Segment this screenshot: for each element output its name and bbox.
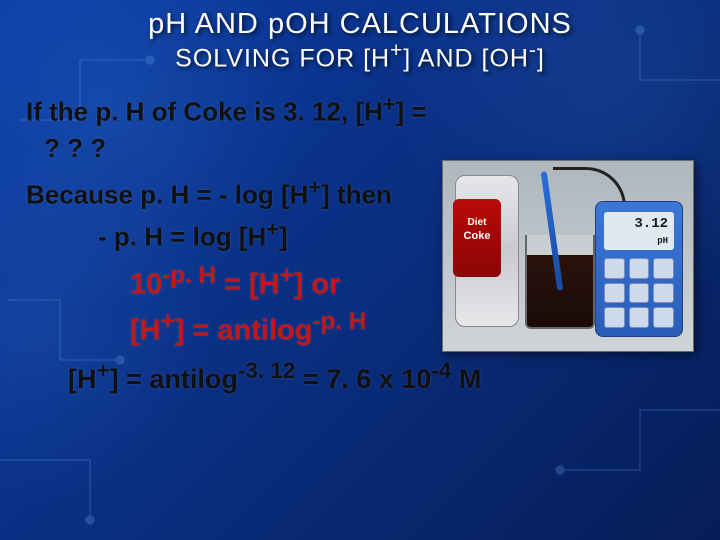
t2sup: + — [390, 39, 403, 62]
l4b: ] — [279, 221, 288, 251]
meter-btn — [604, 258, 625, 279]
t2a: SOLVING FOR [H — [175, 44, 390, 72]
r1c: ] or — [294, 269, 341, 301]
slide-title-line2: SOLVING FOR [H+] AND [OH-] — [0, 39, 720, 73]
r2b: ] = antilog — [175, 315, 313, 347]
meter-btn — [653, 258, 674, 279]
t1b: H AND — [165, 8, 268, 40]
r1supB: + — [280, 262, 294, 289]
r2a: [H — [130, 315, 161, 347]
meter-btn — [629, 307, 650, 328]
l2: ? ? ? — [44, 133, 106, 163]
t2c: ] — [537, 44, 545, 72]
meter-btn — [629, 258, 650, 279]
l1b: ] = — [396, 97, 427, 127]
t2b: ] AND [OH — [403, 44, 529, 72]
meter-btn — [604, 283, 625, 304]
soda-can-label: Diet Coke — [453, 199, 501, 277]
fS2: -3. 12 — [238, 358, 296, 383]
line-final: [H+] = antilog-3. 12 = 7. 6 x 10-4 M — [26, 357, 694, 396]
meter-btn — [653, 283, 674, 304]
l4sup: + — [266, 216, 279, 241]
ph-meter: 3.12 pH — [595, 201, 683, 337]
ph-meter-screen: 3.12 pH — [604, 212, 674, 250]
ph-meter-buttons — [604, 258, 674, 328]
fS3: -4 — [431, 358, 451, 383]
r2supA: + — [161, 308, 175, 335]
r1b: = [H — [216, 269, 280, 301]
fB: ] = antilog — [110, 364, 238, 394]
l4a: - p. H = log [H — [98, 221, 266, 251]
meter-unit: pH — [657, 236, 668, 246]
t1a: p — [148, 8, 165, 40]
l3sup: + — [308, 174, 321, 199]
can-diet: Diet — [453, 217, 501, 228]
fS1: + — [97, 358, 110, 383]
slide: pH AND pOH CALCULATIONS SOLVING FOR [H+]… — [0, 0, 720, 540]
can-brand: Coke — [453, 230, 501, 242]
l1sup: + — [383, 91, 396, 116]
meter-reading: 3.12 — [634, 216, 668, 232]
t1c: p — [268, 8, 285, 40]
r2supB: -p. H — [312, 308, 366, 335]
r1a: 10 — [130, 269, 162, 301]
fD: M — [451, 364, 481, 394]
fC: = 7. 6 x 10 — [295, 364, 431, 394]
fA: [H — [68, 364, 97, 394]
t1d: OH CALCULATIONS — [285, 8, 572, 40]
l3b: ] then — [321, 180, 392, 210]
r1supA: -p. H — [162, 262, 216, 289]
l3a: Because p. H = - log [H — [26, 180, 308, 210]
meter-btn — [604, 307, 625, 328]
photo-coke-meter: Diet Coke 3.12 pH — [442, 160, 694, 352]
slide-title-line1: pH AND pOH CALCULATIONS — [0, 0, 720, 41]
l1a: If the p. H of Coke is 3. 12, [H — [26, 97, 383, 127]
meter-btn — [629, 283, 650, 304]
line-1: If the p. H of Coke is 3. 12, [H+] = — [26, 91, 694, 128]
meter-btn — [653, 307, 674, 328]
t2sup2: - — [529, 39, 537, 62]
